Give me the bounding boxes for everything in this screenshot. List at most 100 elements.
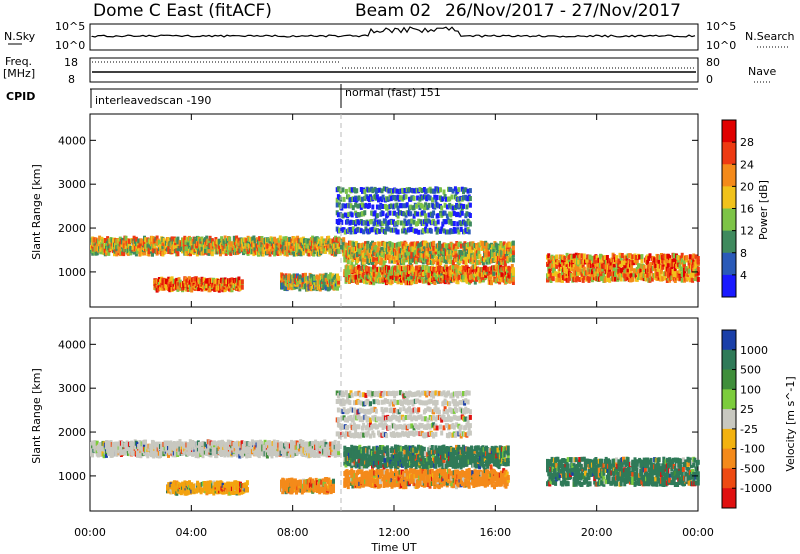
range-cell <box>357 195 361 201</box>
range-cell <box>511 240 515 246</box>
range-cell <box>488 274 492 280</box>
range-cell <box>457 229 461 235</box>
range-cell <box>402 260 406 266</box>
range-cell <box>153 243 157 249</box>
range-cell <box>466 188 470 194</box>
range-cell <box>615 255 619 261</box>
range-cell <box>630 266 634 272</box>
range-cell <box>374 255 378 261</box>
range-cell <box>320 236 324 242</box>
range-cell <box>252 235 256 241</box>
range-cell <box>673 278 677 283</box>
range-cell <box>235 235 239 241</box>
range-cell <box>213 445 216 451</box>
range-cell <box>464 260 468 265</box>
range-cell <box>448 196 452 202</box>
range-cell <box>608 277 612 283</box>
range-cell <box>98 235 102 241</box>
range-cell <box>450 220 454 226</box>
range-cell <box>257 242 260 248</box>
range-cell <box>476 254 480 260</box>
range-cell <box>313 449 316 455</box>
range-cell <box>240 279 244 285</box>
range-cell <box>661 276 665 282</box>
range-cell <box>456 221 460 227</box>
range-cell <box>298 244 302 250</box>
range-cell <box>581 262 585 268</box>
range-cell <box>502 241 506 247</box>
range-cell <box>378 187 382 193</box>
range-cell <box>460 243 463 249</box>
cpid-label: CPID <box>6 90 35 103</box>
range-cell <box>393 210 397 216</box>
range-cell <box>631 276 635 282</box>
range-cell <box>290 285 294 291</box>
range-cell <box>298 449 301 455</box>
range-cell <box>468 188 472 194</box>
range-cell <box>445 204 449 210</box>
range-cell <box>565 259 569 265</box>
range-cell <box>431 197 434 203</box>
range-cell <box>351 257 355 263</box>
range-cell <box>347 211 351 217</box>
range-cell <box>213 440 216 446</box>
range-cell <box>363 278 366 284</box>
range-cell <box>167 237 171 243</box>
range-cell <box>425 245 429 251</box>
range-cell <box>469 269 473 275</box>
range-cell <box>400 220 403 226</box>
range-cell <box>547 253 551 259</box>
range-cell <box>201 453 205 459</box>
range-cell <box>452 221 456 226</box>
range-cell <box>132 249 136 255</box>
range-cell <box>406 254 410 260</box>
range-cell <box>573 267 577 273</box>
range-cell <box>432 245 436 251</box>
range-cell <box>457 187 461 193</box>
range-cell <box>201 440 205 446</box>
range-cell <box>442 246 446 251</box>
range-cell <box>432 240 436 246</box>
range-cell <box>272 439 276 445</box>
range-cell <box>273 251 277 257</box>
range-cell <box>278 235 282 241</box>
range-cell <box>509 252 513 258</box>
range-cell <box>481 260 485 266</box>
range-cell <box>298 247 302 253</box>
range-cell <box>434 197 438 203</box>
range-cell <box>554 260 558 266</box>
range-cell <box>366 221 370 227</box>
range-cell <box>680 258 684 264</box>
range-cell <box>347 194 351 200</box>
range-cell <box>555 254 559 260</box>
range-cell <box>649 261 653 267</box>
range-cell <box>586 270 590 276</box>
range-cell <box>349 203 353 209</box>
range-cell <box>444 258 448 264</box>
range-cell <box>588 254 592 260</box>
range-cell <box>323 280 327 286</box>
range-cell <box>555 272 559 278</box>
range-cell <box>374 260 378 266</box>
range-cell <box>258 236 262 242</box>
range-cell <box>301 452 305 457</box>
range-cell <box>398 195 402 201</box>
range-cell <box>298 286 302 292</box>
range-cell <box>290 439 293 445</box>
range-cell <box>128 241 131 247</box>
range-cell <box>356 203 360 209</box>
range-cell <box>650 276 654 282</box>
range-cell <box>257 453 261 459</box>
range-cell <box>567 257 571 263</box>
range-cell <box>613 271 617 277</box>
range-cell <box>122 251 126 257</box>
range-cell <box>357 220 361 226</box>
range-cell <box>620 260 624 266</box>
range-cell <box>189 237 192 243</box>
range-cell <box>603 255 607 261</box>
range-cell <box>632 268 636 274</box>
range-cell <box>144 237 148 243</box>
range-cell <box>436 251 440 257</box>
range-cell <box>313 280 317 286</box>
range-cell <box>91 440 95 446</box>
